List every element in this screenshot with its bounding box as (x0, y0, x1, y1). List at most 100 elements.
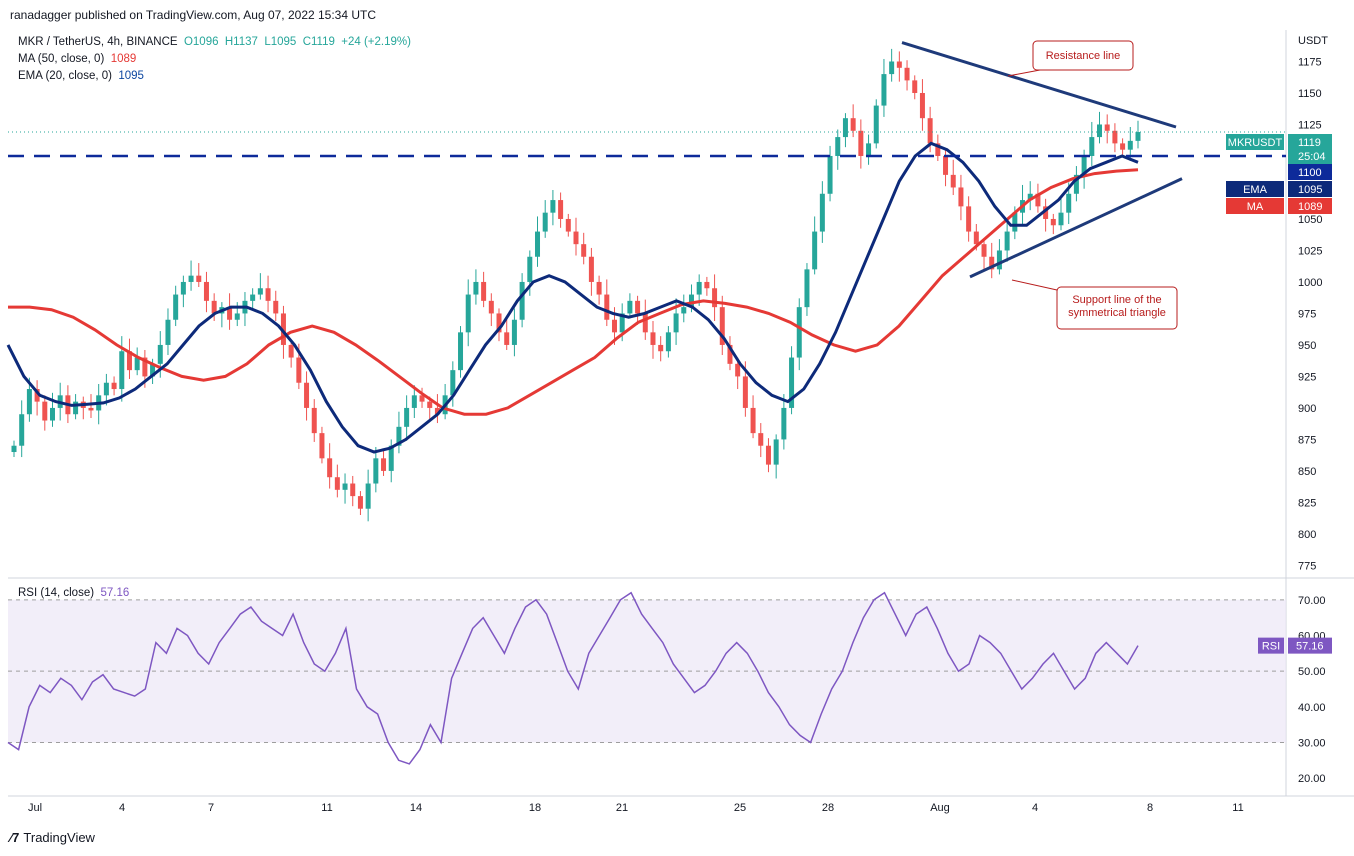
candle-body (203, 281, 209, 301)
candle-body (1066, 193, 1072, 213)
candle-body (935, 143, 941, 156)
ma-badge-value: 1089 (1298, 201, 1322, 213)
candle-body (796, 307, 802, 358)
resistance-callout-pointer (1007, 69, 1041, 77)
symbol-line: MKR / TetherUS, 4h, BINANCE (18, 36, 178, 48)
candle-body (565, 218, 571, 232)
candle-body (42, 401, 48, 421)
candle-body (327, 458, 333, 478)
resistance-trendline (901, 41, 1177, 129)
time-tick-label: 7 (208, 802, 214, 814)
candle-body (758, 433, 764, 446)
candle-body (381, 458, 387, 471)
candle-body (134, 357, 140, 371)
candle-body (504, 332, 510, 345)
time-tick-label: 14 (410, 802, 422, 814)
candle-body (1027, 193, 1033, 201)
candle-body (958, 187, 964, 207)
resistance-callout-box (1032, 40, 1134, 71)
price-tick-label: 800 (1298, 529, 1316, 541)
rsi-badge-value-bg (1288, 637, 1332, 654)
candle-body (427, 401, 433, 408)
last-price-badge: MKRUSDT 1119 25:04 (1226, 134, 1332, 164)
ema-badge-label-bg (1226, 181, 1284, 197)
ma-badge-label-bg (1226, 198, 1284, 214)
candle-body (635, 300, 641, 314)
candle-body (319, 433, 325, 459)
candle-body (496, 313, 502, 333)
candle-body (642, 313, 648, 333)
rsi-value: 57.16 (100, 587, 130, 599)
price-tick-label: 900 (1298, 403, 1316, 415)
candle-body (896, 61, 902, 68)
ema-badge-value: 1095 (1298, 184, 1322, 196)
level-badge-value-bg (1288, 164, 1332, 180)
candle-body (619, 313, 625, 333)
tradingview-footer: ⁄7 TradingView (10, 830, 95, 845)
candle-body (604, 294, 610, 320)
price-tick-label: 875 (1298, 434, 1316, 446)
candle-body (573, 231, 579, 245)
candle-body (712, 288, 718, 308)
candle-body (981, 244, 987, 257)
ma-legend: MA (50, close, 0) 1089 (18, 53, 136, 65)
time-tick-label: 8 (1147, 802, 1153, 814)
tradingview-logo-icon: ⁄7 (10, 830, 20, 845)
candle-body (296, 357, 302, 383)
tradingview-brand: TradingView (23, 830, 95, 845)
candle-body (750, 407, 756, 434)
candle-body (735, 363, 741, 377)
candle-body (742, 376, 748, 408)
publisher-credit: ranadagger published on TradingView.com,… (10, 8, 377, 22)
candle-body (850, 118, 856, 131)
candle-body (996, 250, 1002, 270)
rsi-tick-label: 20.00 (1298, 773, 1326, 785)
candle-body (142, 357, 148, 377)
candle-body (889, 61, 895, 75)
candle-body (11, 445, 17, 453)
price-tick-label: 1175 (1298, 56, 1322, 68)
candle-body (973, 231, 979, 245)
last-price-badge-value-bg (1288, 134, 1332, 164)
candle-body (1135, 132, 1141, 141)
candle-body (1112, 130, 1118, 144)
candle-body (196, 275, 202, 282)
ema-label: EMA (20, close, 0) (18, 70, 112, 82)
candle-body (989, 256, 995, 270)
candle-body (866, 143, 872, 156)
candle-body (119, 351, 125, 390)
candle-body (1073, 174, 1079, 194)
ma-badge-label: MA (1247, 201, 1264, 213)
candle-body (542, 212, 548, 232)
price-tick-label: 975 (1298, 308, 1316, 320)
candle-body (126, 351, 132, 371)
rsi-badge-label: RSI (1262, 641, 1280, 653)
candles (11, 48, 1141, 522)
rsi-tick-label: 40.00 (1298, 702, 1326, 714)
candle-body (927, 118, 933, 144)
candle-body (842, 118, 848, 138)
candle-body (365, 483, 371, 509)
last-price-badge-countdown: 25:04 (1298, 151, 1326, 163)
candle-body (558, 200, 564, 219)
price-tick-label: 825 (1298, 497, 1316, 509)
candle-body (280, 313, 286, 345)
candle-body (1104, 124, 1110, 131)
candle-body (688, 294, 694, 308)
candle-body (342, 483, 348, 490)
candle-body (1120, 143, 1126, 150)
time-tick-label: 18 (529, 802, 541, 814)
candle-body (581, 244, 587, 257)
candle-body (481, 281, 487, 301)
candle-body (19, 414, 25, 446)
candle-body (273, 300, 279, 314)
candle-body (943, 155, 949, 175)
time-tick-label: Jul (28, 802, 42, 814)
candle-body (288, 344, 294, 358)
candle-body (881, 74, 887, 106)
candle-body (950, 174, 956, 188)
time-tick-label: 28 (822, 802, 834, 814)
support-callout-box (1056, 286, 1178, 330)
